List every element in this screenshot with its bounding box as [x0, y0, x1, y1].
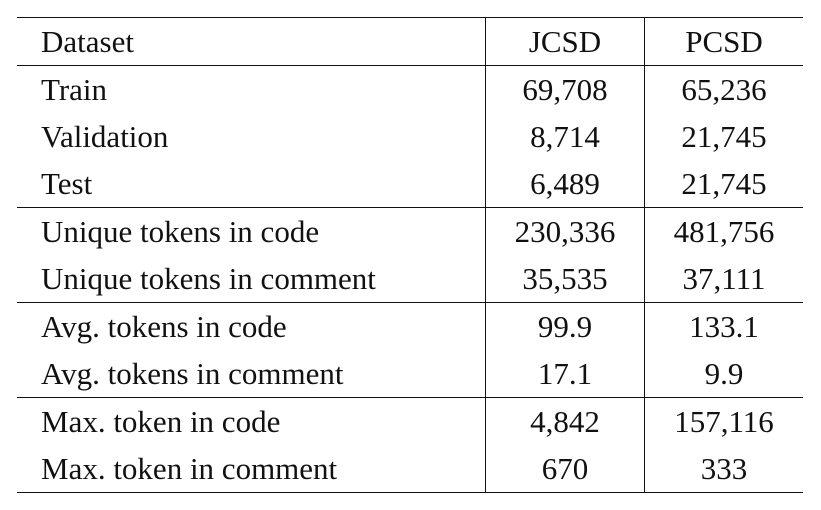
row-label: Unique tokens in comment	[17, 255, 486, 303]
cell-pcsd: 21,745	[644, 160, 803, 208]
table-header-row: Dataset JCSD PCSD	[17, 17, 803, 66]
row-label: Avg. tokens in code	[41, 309, 287, 344]
row-label: Unique tokens in code	[41, 214, 320, 249]
header-pcsd: PCSD	[644, 17, 803, 66]
cell-jcsd: 17.1	[485, 350, 645, 398]
row-label: Train	[41, 72, 108, 107]
table-row: Unique tokens in code 230,336 481,756	[17, 207, 803, 255]
row-label: Avg. tokens in comment	[17, 350, 486, 398]
table-row: Test 6,489 21,745	[17, 160, 803, 208]
table-row: Max. token in comment 670 333	[17, 445, 803, 493]
cell-jcsd: 670	[485, 445, 645, 493]
cell-jcsd: 230,336	[485, 207, 645, 255]
table-row: Train 69,708 65,236	[17, 65, 803, 113]
row-label: Max. token in comment	[17, 445, 486, 493]
cell-pcsd: 133.1	[644, 302, 803, 350]
cell-pcsd: 333	[644, 445, 803, 493]
table-row: Validation 8,714 21,745	[17, 113, 803, 160]
table-row: Avg. tokens in comment 17.1 9.9	[17, 350, 803, 398]
cell-pcsd: 9.9	[644, 350, 803, 398]
table-row: Max. token in code 4,842 157,116	[17, 397, 803, 445]
cell-jcsd: 4,842	[485, 397, 645, 445]
cell-jcsd: 99.9	[485, 302, 645, 350]
row-label: Validation	[41, 119, 169, 154]
row-label: Max. token in code	[41, 404, 281, 439]
cell-jcsd: 6,489	[485, 160, 645, 208]
cell-pcsd: 65,236	[644, 65, 803, 113]
cell-pcsd: 481,756	[644, 207, 803, 255]
cell-jcsd: 69,708	[485, 65, 645, 113]
table-row: Avg. tokens in code 99.9 133.1	[17, 302, 803, 350]
cell-jcsd: 35,535	[485, 255, 645, 303]
cell-jcsd: 8,714	[485, 113, 645, 160]
table-row: Unique tokens in comment 35,535 37,111	[17, 255, 803, 303]
header-dataset: Dataset	[17, 17, 486, 66]
cell-pcsd: 37,111	[644, 255, 803, 303]
cell-pcsd: 21,745	[644, 113, 803, 160]
cell-pcsd: 157,116	[644, 397, 803, 445]
header-jcsd: JCSD	[485, 17, 645, 66]
row-label: Test	[17, 160, 486, 208]
dataset-statistics-table: Dataset JCSD PCSD Train 69,708 65,236 Va…	[17, 17, 803, 493]
